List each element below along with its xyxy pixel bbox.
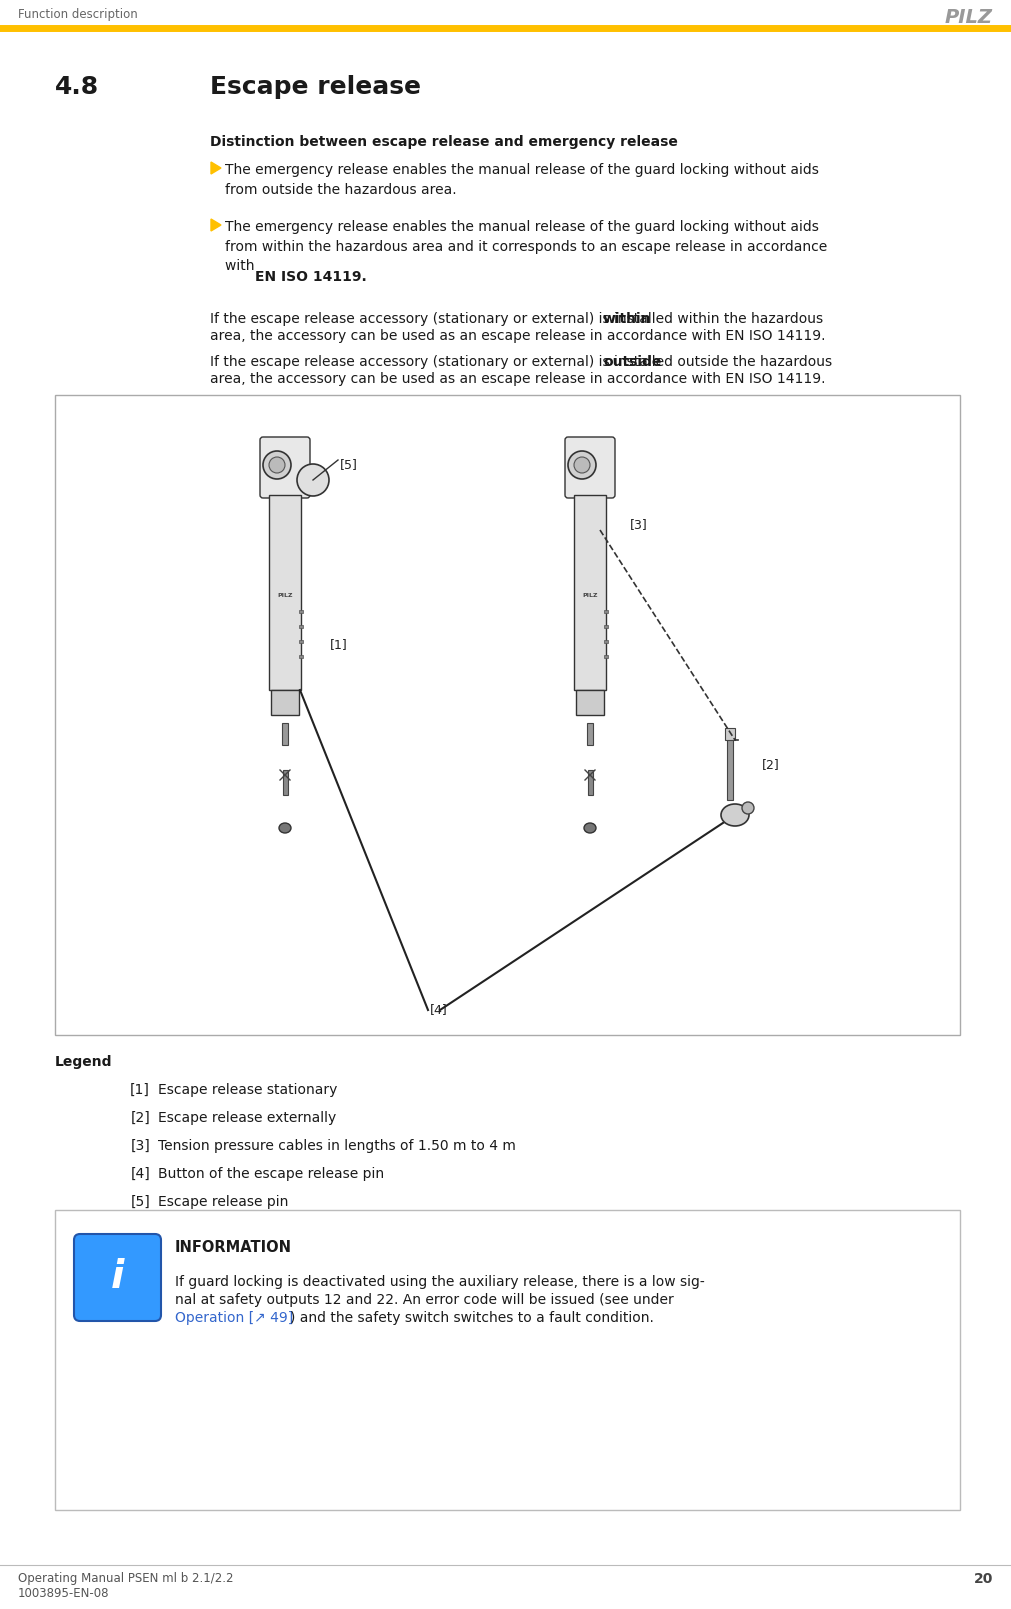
Text: PILZ: PILZ (582, 592, 598, 597)
FancyBboxPatch shape (260, 438, 310, 499)
Text: [3]: [3] (630, 518, 648, 531)
Bar (604, 624, 608, 628)
Bar (587, 722, 593, 745)
Text: Operation [↗ 49]: Operation [↗ 49] (175, 1311, 293, 1324)
FancyBboxPatch shape (74, 1234, 161, 1321)
Bar (55, 394, 960, 1035)
Text: [5]: [5] (130, 1195, 150, 1208)
Text: [4]: [4] (130, 1167, 150, 1181)
Bar (576, 690, 604, 714)
Text: Operating Manual PSEN ml b 2.1/2.2: Operating Manual PSEN ml b 2.1/2.2 (18, 1572, 234, 1585)
Text: 4.8: 4.8 (55, 76, 99, 100)
Ellipse shape (584, 822, 596, 833)
Text: [4]: [4] (430, 1004, 448, 1017)
Text: within: within (603, 312, 651, 327)
Text: Escape release externally: Escape release externally (158, 1110, 337, 1125)
Circle shape (568, 451, 596, 479)
Text: area, the accessory can be used as an escape release in accordance with EN ISO 1: area, the accessory can be used as an es… (210, 328, 826, 343)
Text: INFORMATION: INFORMATION (175, 1241, 292, 1255)
Circle shape (297, 463, 329, 496)
Text: [1]: [1] (130, 1083, 150, 1097)
FancyBboxPatch shape (565, 438, 615, 499)
Text: The emergency release enables the manual release of the guard locking without ai: The emergency release enables the manual… (225, 163, 819, 196)
Ellipse shape (279, 822, 291, 833)
Bar (299, 655, 303, 658)
Text: Tension pressure cables in lengths of 1.50 m to 4 m: Tension pressure cables in lengths of 1.… (158, 1139, 516, 1154)
Circle shape (742, 801, 754, 814)
Circle shape (574, 457, 590, 473)
Text: [1]: [1] (330, 639, 348, 652)
Text: [3]: [3] (130, 1139, 150, 1154)
Bar (269, 496, 301, 690)
Bar (604, 640, 608, 644)
Bar (55, 1210, 960, 1509)
Text: If guard locking is deactivated using the auxiliary release, there is a low sig-: If guard locking is deactivated using th… (175, 1274, 705, 1289)
Text: Function description: Function description (18, 8, 137, 21)
Circle shape (263, 451, 291, 479)
Text: 1003895-EN-08: 1003895-EN-08 (18, 1586, 109, 1599)
Text: Escape release stationary: Escape release stationary (158, 1083, 338, 1097)
Bar (727, 735, 733, 800)
Text: [2]: [2] (762, 758, 779, 771)
Text: ) and the safety switch switches to a fault condition.: ) and the safety switch switches to a fa… (290, 1311, 654, 1324)
Bar (604, 610, 608, 613)
Text: Legend: Legend (55, 1056, 112, 1068)
Text: Escape release: Escape release (210, 76, 421, 100)
Text: If the escape release accessory (stationary or external) is installed ⁠within⁠ t: If the escape release accessory (station… (210, 312, 823, 327)
Text: PILZ: PILZ (277, 592, 293, 597)
Bar (282, 722, 288, 745)
Text: The emergency release enables the manual release of the guard locking without ai: The emergency release enables the manual… (225, 220, 827, 274)
Bar (588, 771, 593, 795)
Polygon shape (211, 219, 221, 232)
Text: area, the accessory can be used as an escape release in accordance with EN ISO 1: area, the accessory can be used as an es… (210, 372, 826, 386)
Ellipse shape (721, 804, 749, 825)
Text: EN ISO 14119.: EN ISO 14119. (255, 270, 367, 285)
Bar (299, 640, 303, 644)
Text: Button of the escape release pin: Button of the escape release pin (158, 1167, 384, 1181)
Bar (725, 727, 735, 740)
Text: Distinction between escape release and emergency release: Distinction between escape release and e… (210, 135, 677, 150)
Text: [5]: [5] (340, 459, 358, 471)
Bar (283, 771, 288, 795)
Text: [2]: [2] (130, 1110, 150, 1125)
Circle shape (269, 457, 285, 473)
Bar (299, 610, 303, 613)
Text: nal at safety outputs 12 and 22. An error code will be issued (see under: nal at safety outputs 12 and 22. An erro… (175, 1294, 673, 1307)
Bar (604, 655, 608, 658)
Polygon shape (211, 163, 221, 174)
Text: i: i (111, 1258, 124, 1297)
Bar (299, 624, 303, 628)
Bar (271, 690, 299, 714)
Bar (574, 496, 606, 690)
Text: PILZ: PILZ (945, 8, 993, 27)
Text: outside: outside (603, 356, 661, 368)
Text: If the escape release accessory (stationary or external) is installed ⁠outside⁠ : If the escape release accessory (station… (210, 356, 832, 368)
Text: Escape release pin: Escape release pin (158, 1195, 288, 1208)
Text: 20: 20 (974, 1572, 993, 1586)
